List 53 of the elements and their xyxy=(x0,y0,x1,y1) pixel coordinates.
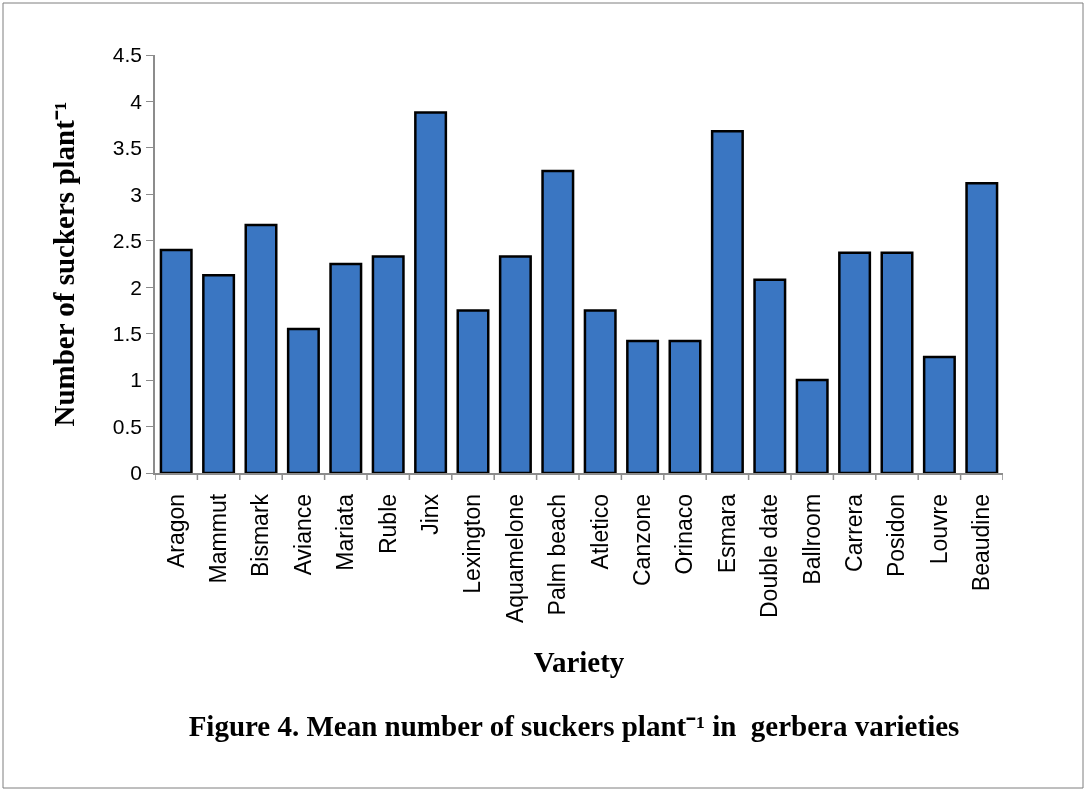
x-tick-label: Palm beach xyxy=(544,493,571,616)
y-tick-label: 0 xyxy=(130,461,143,485)
bar xyxy=(838,251,872,473)
x-tick-label: Orinaco xyxy=(671,493,698,575)
bar xyxy=(880,251,914,473)
x-tick-label: Louvre xyxy=(925,493,952,565)
y-tick-label: 4 xyxy=(130,89,143,113)
x-tick-label: Atletico xyxy=(586,493,613,570)
x-tick-label: Carrera xyxy=(841,493,868,572)
x-tick-label: Aquamelone xyxy=(501,493,528,624)
bar xyxy=(668,339,702,473)
x-tick-label: Ruble xyxy=(374,493,401,555)
y-tick-label: 1 xyxy=(130,368,143,392)
x-tick-label: Ballroom xyxy=(798,493,825,585)
y-tick-label: 0.5 xyxy=(112,414,143,438)
text: Figure 4. Mean number of suckers plant⁻¹ in gerbera varieties xyxy=(188,710,960,743)
x-tick-label: Aragon xyxy=(162,493,189,569)
bar xyxy=(922,355,956,473)
bar xyxy=(583,309,617,473)
y-tick-label: 2 xyxy=(130,275,143,299)
bar xyxy=(541,169,575,473)
x-axis-title: Variety xyxy=(533,646,625,679)
bar xyxy=(710,129,744,473)
x-tick-label: Beaudine xyxy=(968,493,995,592)
bar xyxy=(202,273,236,473)
y-tick-label: 1.5 xyxy=(112,322,143,346)
bar xyxy=(456,309,490,473)
x-tick-label: Esmara xyxy=(713,493,740,574)
bar xyxy=(159,248,193,473)
x-tick-label: Mariata xyxy=(332,493,359,571)
y-tick-label: 3.5 xyxy=(112,136,143,160)
x-tick-label: Double date xyxy=(756,493,783,618)
bar xyxy=(795,378,829,473)
x-tick-label: Posidon xyxy=(883,493,910,578)
y-tick-label: 4.5 xyxy=(112,43,143,67)
bar xyxy=(965,181,999,473)
y-tick-label: 3 xyxy=(130,182,143,206)
bar xyxy=(753,278,787,473)
x-tick-label: Jinx xyxy=(417,493,444,535)
bar xyxy=(414,111,448,473)
y-axis-title: Number of suckers plant⁻¹ xyxy=(47,101,80,427)
x-tick-label: Canzone xyxy=(629,493,656,587)
x-tick-label: Bismark xyxy=(247,493,274,578)
bar xyxy=(626,339,660,473)
y-tick-label: 2.5 xyxy=(112,229,143,253)
x-tick-label: Lexington xyxy=(459,493,486,594)
bar xyxy=(371,255,405,473)
bar xyxy=(244,223,278,473)
bar xyxy=(286,327,320,473)
x-tick-label: Aviance xyxy=(289,493,316,576)
x-tick-label: Mammut xyxy=(205,493,232,584)
bar xyxy=(329,262,363,473)
bar xyxy=(498,255,532,473)
